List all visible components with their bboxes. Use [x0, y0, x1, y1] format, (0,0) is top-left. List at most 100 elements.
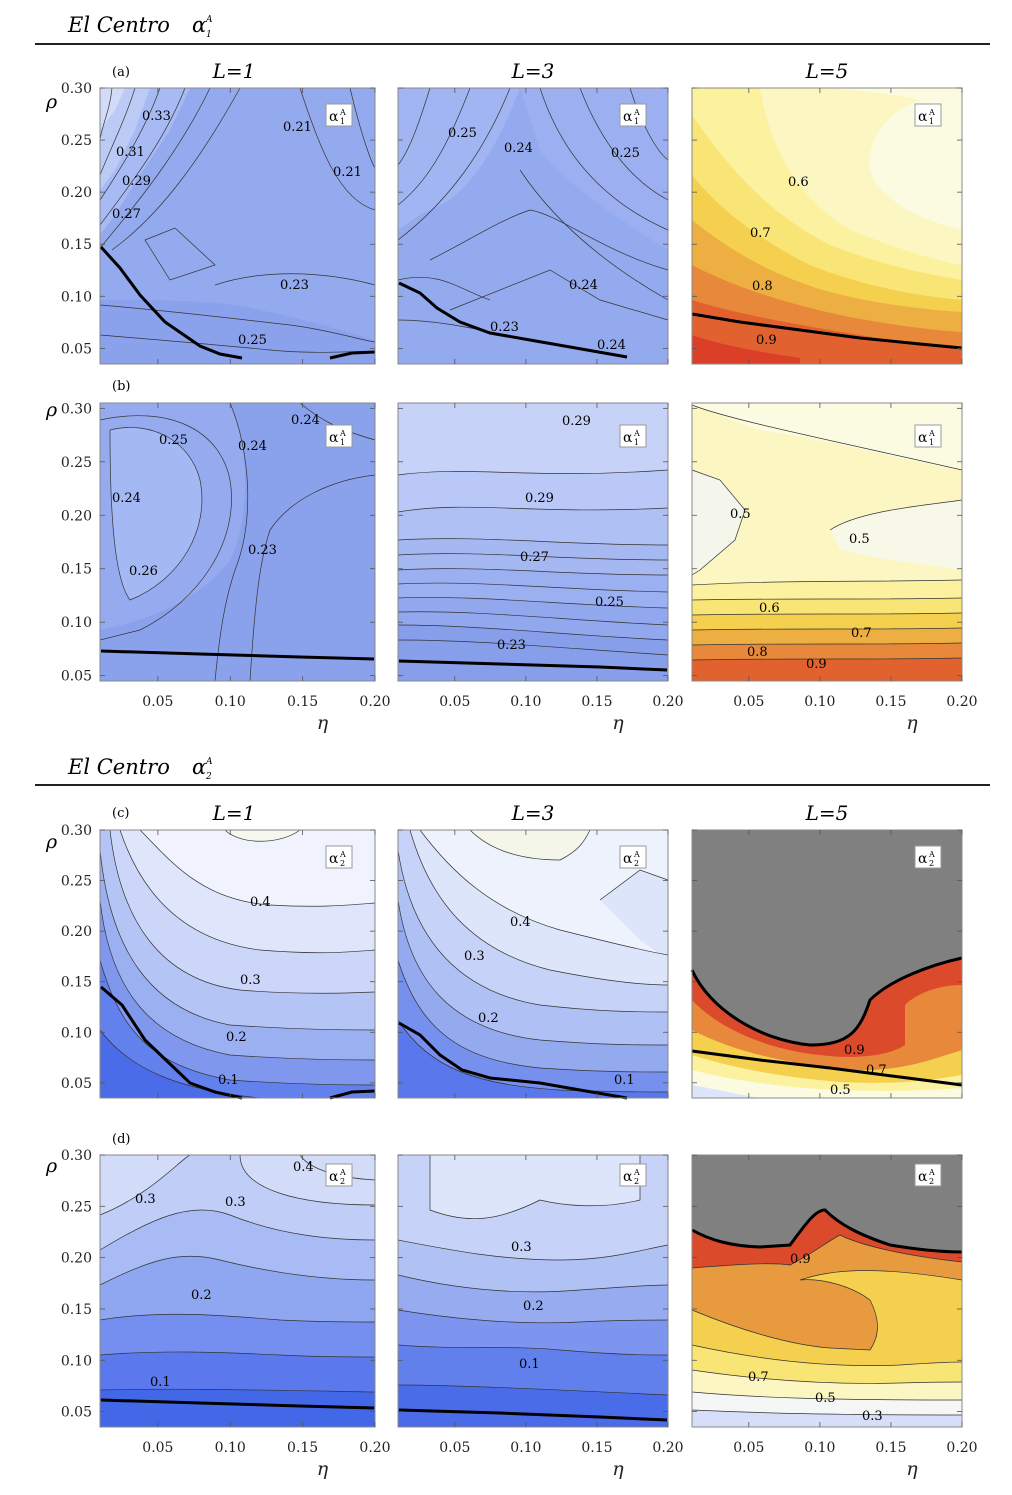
x-tick-label: 0.20 — [652, 1440, 683, 1456]
contour-lines — [691, 404, 963, 661]
contour-region — [692, 470, 745, 575]
x-tick-label: 0.05 — [439, 694, 470, 710]
contour-label: 0.5 — [815, 1391, 836, 1406]
contour-label: 0.29 — [562, 414, 591, 429]
y-tick-label: 0.10 — [61, 1025, 92, 1041]
y-tick-label: 0.30 — [61, 823, 92, 839]
contour-region — [398, 1020, 668, 1098]
y-tick-label: 0.15 — [61, 975, 92, 991]
contour-label: 0.7 — [750, 226, 771, 241]
contour-label: 0.9 — [806, 657, 827, 672]
legend-c3: α A2 — [914, 845, 942, 869]
y-tick-label: 0.20 — [61, 508, 92, 524]
contour-region — [100, 1389, 375, 1427]
legend-boxes: α A1 α A1 α A1 α A1 α A1 α A1 α A2 α A2 α A2 α A2 … — [325, 103, 942, 1187]
contour-region — [830, 500, 962, 570]
contour-labels: 0.33 0.31 0.29 0.27 0.21 0.21 0.23 0.25 — [112, 109, 362, 348]
contour-labels: 0.3 0.2 0.1 — [511, 1240, 544, 1372]
contour-label: 0.24 — [238, 439, 267, 454]
contour-label: 0.3 — [862, 1409, 883, 1424]
panel-frame — [397, 402, 669, 682]
legend-a1: α A1 — [325, 103, 353, 127]
contour-region — [110, 427, 202, 600]
x-tick-label: 0.05 — [733, 1440, 764, 1456]
y-axis-label: ρ — [45, 91, 58, 113]
column-title-l5: L=5 — [805, 59, 849, 83]
contour-label: 0.7 — [851, 626, 872, 641]
contour-region — [692, 403, 962, 470]
x-tick-label: 0.10 — [510, 694, 541, 710]
panel-frame — [691, 87, 963, 365]
y-tick-label: 0.05 — [61, 1076, 92, 1092]
contour-region — [692, 1085, 760, 1098]
contour-label: 0.23 — [248, 543, 277, 558]
boundary-line — [398, 281, 628, 359]
panel-a-l5: 0.6 0.7 0.8 0.9 — [691, 87, 963, 365]
contour-label: 0.5 — [730, 507, 751, 522]
contour-label: 0.4 — [293, 1160, 314, 1175]
contour-lines — [397, 469, 669, 656]
panel-b-l1: 0.24 0.25 0.24 0.24 0.23 0.26 — [99, 402, 376, 682]
contour-label: 0.4 — [250, 895, 271, 910]
legend-b3: α A1 — [914, 424, 942, 448]
contour-lines — [397, 87, 669, 339]
legend-sub: 2 — [340, 1177, 345, 1186]
x-tick-label: 0.20 — [359, 694, 390, 710]
section-sup: A — [205, 757, 213, 767]
x-tick-label: 0.10 — [510, 1440, 541, 1456]
panel-frame — [397, 1154, 669, 1428]
boundary-line — [100, 1398, 375, 1410]
panel-frame — [691, 402, 963, 682]
y-tick-label: 0.05 — [61, 341, 92, 357]
section-sup: A — [205, 15, 213, 25]
contour-label: 0.1 — [519, 1357, 540, 1372]
y-tick-label: 0.25 — [61, 133, 92, 149]
contour-label: 0.2 — [478, 1011, 499, 1026]
legend-sup: A — [339, 850, 346, 859]
contour-label: 0.25 — [238, 333, 267, 348]
contour-label: 0.25 — [611, 146, 640, 161]
legend-sub: 2 — [929, 859, 934, 868]
legend-sub: 1 — [634, 117, 639, 126]
contour-label: 0.2 — [191, 1288, 212, 1303]
section-title: El Centro — [67, 13, 170, 37]
contour-region — [692, 1070, 962, 1098]
y-tick-label: 0.30 — [61, 1148, 92, 1164]
legend-a3: α A1 — [914, 103, 942, 127]
contour-label: 0.21 — [283, 120, 312, 135]
contour-label: 0.23 — [280, 278, 309, 293]
y-tick-label: 0.10 — [61, 289, 92, 305]
row-label-b: (b) — [112, 379, 130, 394]
contour-label: 0.3 — [511, 1240, 532, 1255]
panel-a-l3: 0.25 0.24 0.25 0.24 0.23 0.24 — [397, 87, 669, 365]
x-tick-label: 0.15 — [581, 1440, 612, 1456]
legend-sup: A — [928, 1168, 935, 1177]
legend-d3: α A2 — [914, 1163, 942, 1187]
contour-label: 0.7 — [866, 1063, 887, 1078]
contour-label: 0.29 — [525, 491, 554, 506]
contour-label: 0.24 — [597, 338, 626, 353]
contour-region — [692, 1410, 962, 1427]
legend-sub: 1 — [340, 117, 345, 126]
x-tick-label: 0.05 — [142, 694, 173, 710]
section-sub: 2 — [205, 772, 212, 782]
contour-label: 0.7 — [748, 1370, 769, 1385]
boundary-line — [691, 1049, 963, 1087]
x-tick-label: 0.10 — [215, 1440, 246, 1456]
contour-label: 0.9 — [790, 1252, 811, 1267]
legend-sup: A — [633, 1168, 640, 1177]
contour-labels: 0.9 0.7 0.5 0.3 — [748, 1252, 883, 1424]
x-tick-label: 0.05 — [142, 1440, 173, 1456]
legend-b1: α A1 — [325, 424, 353, 448]
contour-label: 0.2 — [523, 1299, 544, 1314]
legend-sup: A — [928, 108, 935, 117]
section-title: El Centro — [67, 755, 170, 779]
legend-sub: 1 — [929, 438, 934, 447]
legend-a2: α A1 — [619, 103, 647, 127]
panel-c-l1: 0.4 0.3 0.2 0.1 — [99, 829, 376, 1100]
x-axis-label: η — [612, 712, 624, 734]
y-axis-label: ρ — [45, 399, 58, 421]
contour-label: 0.29 — [122, 174, 151, 189]
contour-label: 0.21 — [333, 165, 362, 180]
boundary-line — [691, 1208, 963, 1254]
